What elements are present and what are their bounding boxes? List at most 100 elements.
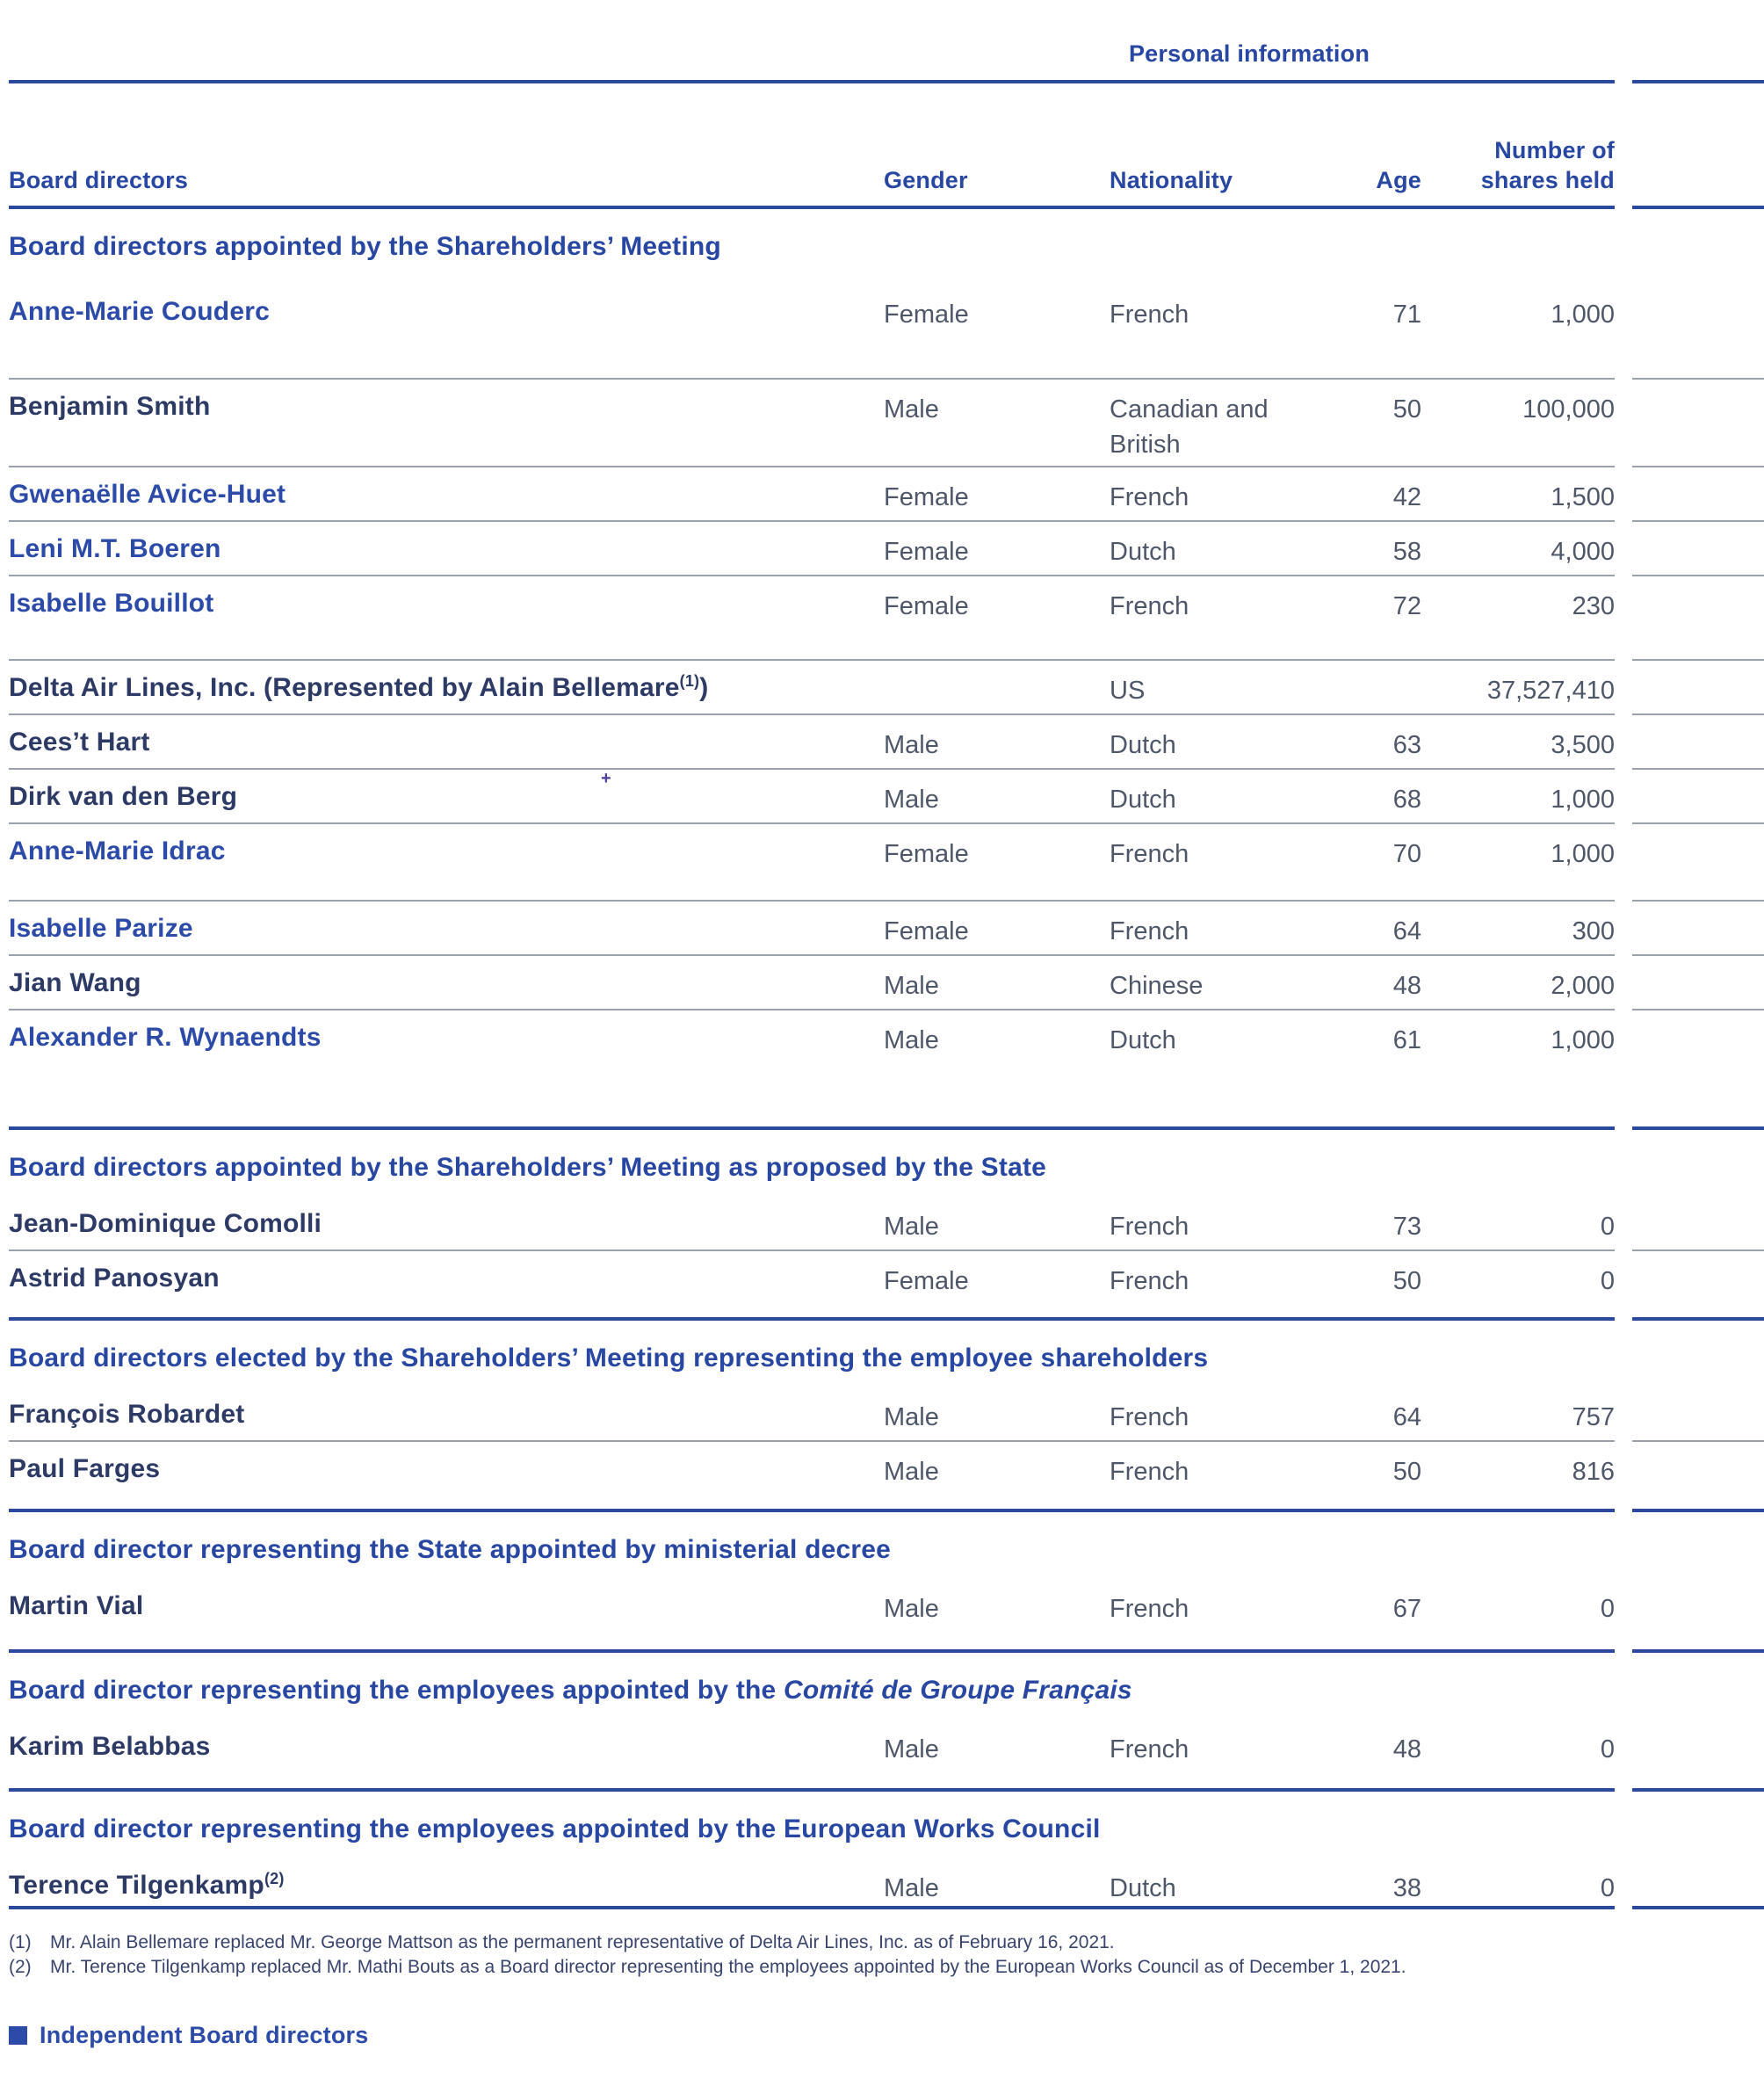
shares-cell: 3,500	[1551, 731, 1615, 759]
gender-cell: Male	[884, 972, 939, 1000]
column-header-age: Age	[1376, 167, 1421, 193]
director-name: Terence Tilgenkamp(2)	[9, 1870, 285, 1900]
table-row: Cees’t Hart Male Dutch 63 3,500	[9, 715, 1764, 770]
nationality-cell: Dutch	[1110, 1874, 1176, 1902]
director-name: Cees’t Hart	[9, 728, 150, 757]
nationality-cell: French	[1110, 1403, 1189, 1431]
nationality-cell: French	[1110, 1595, 1189, 1623]
nationality-cell: Chinese	[1110, 972, 1204, 1000]
gender-cell: Male	[884, 395, 939, 424]
section-heading: Board director representing the State ap…	[9, 1535, 892, 1564]
section-heading: Board directors elected by the Sharehold…	[9, 1344, 1209, 1373]
table-row: Isabelle Bouillot Female French 72 230	[9, 576, 1764, 661]
age-cell: 67	[1392, 1595, 1421, 1623]
age-cell: 73	[1392, 1213, 1421, 1241]
group-header: Personal information	[1128, 40, 1370, 67]
age-cell: 64	[1392, 1403, 1421, 1431]
section-heading-italic: Comité de Groupe Français	[783, 1676, 1132, 1705]
table-row: François Robardet Male French 64 757	[9, 1387, 1764, 1442]
age-cell: 72	[1392, 592, 1421, 620]
age-cell: 50	[1392, 1267, 1421, 1295]
independence-legend: Independent Board directors	[9, 2022, 1764, 2049]
director-name: Paul Farges	[9, 1454, 161, 1483]
shares-cell: 1,000	[1551, 786, 1615, 814]
director-name: Jean-Dominique Comolli	[9, 1209, 322, 1238]
column-header-shares-line1: Number of	[1494, 137, 1615, 163]
table-row: Anne-Marie Couderc Female French 71 1,00…	[9, 276, 1764, 380]
nationality-cell: Dutch	[1110, 786, 1176, 814]
stray-print-mark: +	[601, 769, 611, 788]
shares-cell: 0	[1600, 1213, 1615, 1241]
shares-cell: 4,000	[1551, 538, 1615, 566]
table-row: Gwenaëlle Avice-Huet Female French 42 1,…	[9, 467, 1764, 522]
gender-cell: Female	[884, 592, 969, 620]
nationality-cell: Dutch	[1110, 538, 1176, 566]
table-row: Leni M.T. Boeren Female Dutch 58 4,000	[9, 522, 1764, 576]
nationality-cell: Canadian and British	[1110, 395, 1269, 459]
table-row: Anne-Marie Idrac Female French 70 1,000	[9, 824, 1764, 902]
section-heading: Board director representing the employee…	[9, 1676, 1132, 1705]
shares-cell: 1,500	[1551, 483, 1615, 511]
shares-cell: 230	[1572, 592, 1615, 620]
column-header-shares: Number of shares held	[1421, 135, 1615, 195]
table-row: Terence Tilgenkamp(2) Male Dutch 38 0	[9, 1858, 1764, 1909]
shares-cell: 0	[1600, 1735, 1615, 1764]
director-name: Delta Air Lines, Inc. (Represented by Al…	[9, 672, 709, 702]
nationality-cell: French	[1110, 301, 1189, 329]
table-row: Alexander R. Wynaendts Male Dutch 61 1,0…	[9, 1010, 1764, 1130]
section-heading: Board directors appointed by the Shareho…	[9, 1153, 1047, 1182]
age-cell: 68	[1392, 786, 1421, 814]
director-name: Jian Wang	[9, 968, 141, 997]
gender-cell: Female	[884, 483, 969, 511]
table-row: Karim Belabbas Male French 48 0	[9, 1720, 1764, 1792]
age-cell: 48	[1392, 972, 1421, 1000]
column-header-row: Board directors Gender Nationality Age N…	[9, 83, 1764, 209]
gender-cell: Male	[884, 1595, 939, 1623]
legend-label: Independent Board directors	[40, 2022, 369, 2048]
table-row: Isabelle Parize Female French 64 300	[9, 902, 1764, 956]
age-cell: 64	[1392, 917, 1421, 945]
nationality-cell: French	[1110, 840, 1189, 868]
gender-cell: Male	[884, 786, 939, 814]
shares-cell: 0	[1600, 1874, 1615, 1902]
section-heading: Board directors appointed by the Shareho…	[9, 232, 721, 261]
age-cell: 48	[1392, 1735, 1421, 1764]
director-name: Isabelle Bouillot	[9, 589, 214, 618]
shares-cell: 1,000	[1551, 1026, 1615, 1054]
director-name: Leni M.T. Boeren	[9, 534, 221, 563]
shares-cell: 100,000	[1522, 395, 1615, 424]
director-name: Anne-Marie Idrac	[9, 837, 226, 866]
table-row: Martin Vial Male French 67 0	[9, 1579, 1764, 1653]
table-row: Paul Farges Male French 50 816	[9, 1442, 1764, 1512]
nationality-cell: French	[1110, 483, 1189, 511]
table-row: Jean-Dominique Comolli Male French 73 0	[9, 1197, 1764, 1251]
column-header-gender: Gender	[884, 167, 968, 193]
table-row: Jian Wang Male Chinese 48 2,000	[9, 956, 1764, 1010]
director-name: Karim Belabbas	[9, 1732, 211, 1761]
footnote-text: Mr. Alain Bellemare replaced Mr. George …	[50, 1932, 1115, 1952]
gender-cell: Female	[884, 538, 969, 566]
footnote-marker: (1)	[9, 1932, 32, 1952]
age-cell: 50	[1392, 1458, 1421, 1486]
shares-cell: 2,000	[1551, 972, 1615, 1000]
nationality-cell: French	[1110, 1735, 1189, 1764]
gender-cell: Female	[884, 917, 969, 945]
director-name: Benjamin Smith	[9, 392, 211, 421]
nationality-cell: US	[1110, 677, 1146, 705]
age-cell: 63	[1392, 731, 1421, 759]
nationality-cell: Dutch	[1110, 731, 1176, 759]
director-name: Gwenaëlle Avice-Huet	[9, 480, 286, 509]
nationality-cell: Dutch	[1110, 1026, 1176, 1054]
director-name: François Robardet	[9, 1400, 245, 1429]
footnote-marker: (2)	[9, 1957, 32, 1977]
age-cell: 38	[1392, 1874, 1421, 1902]
section-heading: Board director representing the employee…	[9, 1814, 1101, 1843]
gender-cell: Female	[884, 301, 969, 329]
age-cell: 42	[1392, 483, 1421, 511]
shares-cell: 816	[1572, 1458, 1615, 1486]
nationality-cell: French	[1110, 1267, 1189, 1295]
table-row: Delta Air Lines, Inc. (Represented by Al…	[9, 661, 1764, 715]
age-cell: 70	[1392, 840, 1421, 868]
footnotes: (1) Mr. Alain Bellemare replaced Mr. Geo…	[9, 1930, 1764, 1980]
